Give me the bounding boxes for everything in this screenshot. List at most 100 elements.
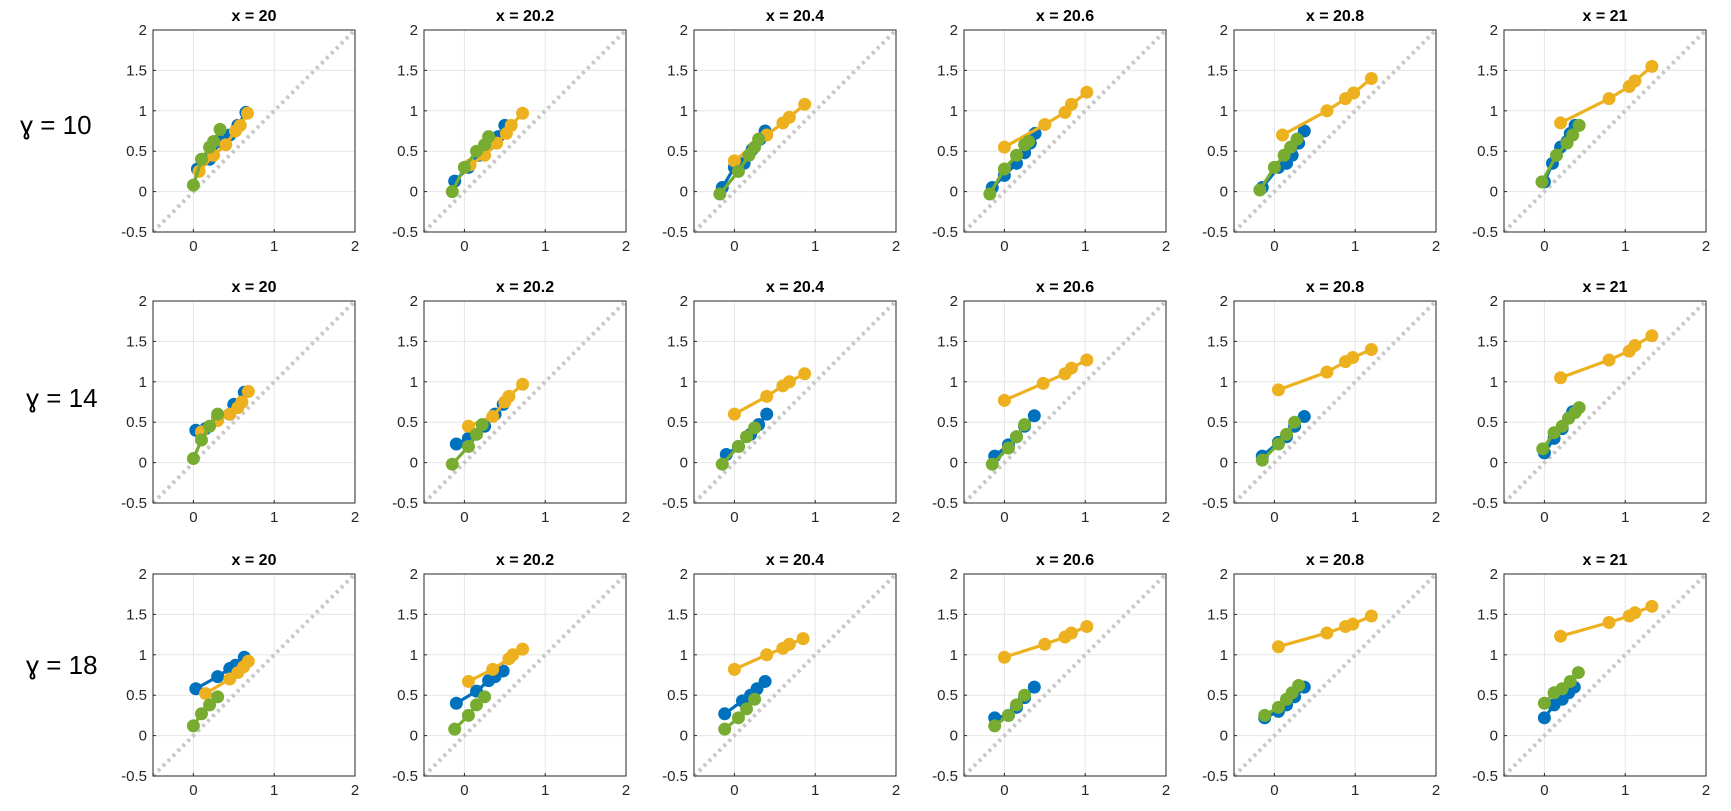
axes-box (152, 573, 356, 777)
y-tick-label: 1.5 (1477, 62, 1498, 79)
data-point-series3 (186, 452, 200, 466)
subplot-r0-c3: 0 1 2 -0.5 0 0.5 1 1.5 2 x = 20.6 (932, 8, 1170, 255)
data-point-series3 (478, 690, 492, 704)
subplot-r0-c1: 0 1 2 -0.5 0 0.5 1 1.5 2 x = 20.2 (392, 8, 630, 255)
subplot-title: x = 20.4 (766, 279, 824, 296)
data-point-series2 (1554, 629, 1568, 643)
y-tick-label: -0.5 (121, 495, 147, 512)
data-point-series3 (715, 457, 729, 471)
data-point-series2 (1064, 626, 1078, 640)
y-tick-label: 2 (410, 566, 418, 583)
subplot-title: x = 20.6 (1036, 8, 1094, 25)
y-tick-label: -0.5 (392, 495, 418, 512)
data-point-series3 (1571, 666, 1585, 680)
data-point-series1 (758, 674, 772, 688)
data-point-series2 (798, 97, 812, 111)
data-point-series2 (1080, 85, 1094, 99)
subplot-r0-c4: 0 1 2 -0.5 0 0.5 1 1.5 2 x = 20.8 (1202, 8, 1440, 255)
x-tick-label: 0 (460, 238, 468, 255)
data-point-series3 (1572, 401, 1586, 415)
x-tick-label: 2 (351, 238, 359, 255)
data-point-series2 (219, 138, 233, 152)
y-tick-label: 2 (139, 566, 147, 583)
y-tick-label: 0.5 (1477, 687, 1498, 704)
data-point-series2 (502, 389, 516, 403)
identity-diagonal (1232, 28, 1438, 234)
data-point-series2 (1064, 97, 1078, 111)
x-tick-label: 1 (1351, 238, 1359, 255)
data-point-series3 (1271, 700, 1285, 714)
x-tick-label: 0 (1000, 238, 1008, 255)
data-point-series3 (448, 722, 462, 736)
axes-box (1233, 29, 1437, 233)
identity-diagonal (1502, 28, 1708, 234)
y-tick-label: 0 (680, 455, 688, 472)
data-point-series3 (1280, 427, 1294, 441)
data-point-series2 (516, 377, 530, 391)
y-tick-label: -0.5 (121, 768, 147, 785)
data-point-series2 (1602, 615, 1616, 629)
x-tick-label: 0 (1270, 509, 1278, 526)
data-point-series2 (796, 632, 810, 646)
data-point-series2 (760, 648, 774, 662)
data-point-series1 (189, 682, 203, 696)
y-tick-label: 1.5 (937, 606, 958, 623)
x-tick-label: 0 (1000, 509, 1008, 526)
data-point-series2 (235, 395, 249, 409)
axes-box (423, 300, 627, 504)
data-point-series2 (1628, 74, 1642, 88)
data-point-series1 (760, 407, 774, 421)
x-tick-label: 1 (1081, 509, 1089, 526)
data-point-series2 (1364, 71, 1378, 85)
subplot-title: x = 20.8 (1306, 279, 1364, 296)
data-point-series2 (461, 419, 475, 433)
y-tick-label: 0.5 (667, 687, 688, 704)
x-tick-label: 0 (1540, 782, 1548, 799)
x-tick-label: 2 (892, 238, 900, 255)
x-tick-label: 2 (622, 782, 630, 799)
data-point-series2 (1038, 118, 1052, 132)
data-point-series1 (1027, 409, 1041, 423)
series-line-series3 (191, 413, 219, 460)
y-tick-label: -0.5 (932, 768, 958, 785)
data-point-series3 (186, 719, 200, 733)
y-tick-label: 2 (1490, 293, 1498, 310)
subplot-title: x = 21 (1583, 279, 1628, 296)
data-point-series1 (1297, 410, 1311, 424)
axes-box (152, 29, 356, 233)
x-tick-label: 1 (1621, 238, 1629, 255)
y-tick-label: 2 (1490, 566, 1498, 583)
data-point-series2 (1346, 617, 1360, 631)
data-point-series3 (1258, 708, 1272, 722)
identity-diagonal (422, 572, 628, 778)
axes-box (423, 29, 627, 233)
data-point-series3 (1572, 118, 1586, 132)
data-point-series2 (504, 118, 518, 132)
y-tick-label: 1.5 (667, 606, 688, 623)
data-point-series2 (1320, 626, 1334, 640)
y-tick-label: 0.5 (1207, 414, 1228, 431)
x-tick-label: 2 (1432, 509, 1440, 526)
identity-diagonal (962, 28, 1168, 234)
data-point-series3 (1550, 148, 1564, 162)
subplot-title: x = 21 (1583, 8, 1628, 25)
subplot-title: x = 20 (232, 552, 277, 569)
data-point-series1 (718, 707, 732, 721)
axes-box (1503, 300, 1707, 504)
data-point-series2 (1271, 383, 1285, 397)
data-point-series2 (1080, 353, 1094, 367)
y-tick-label: 0 (410, 728, 418, 745)
data-point-series3 (997, 162, 1011, 176)
data-point-series2 (506, 648, 520, 662)
y-tick-label: 1.5 (1477, 333, 1498, 350)
identity-diagonal (962, 299, 1168, 505)
data-point-series2 (1645, 59, 1659, 73)
x-tick-label: 0 (1540, 509, 1548, 526)
x-tick-label: 1 (270, 509, 278, 526)
data-point-series3 (470, 698, 484, 712)
x-tick-label: 1 (1351, 509, 1359, 526)
identity-diagonal (151, 299, 357, 505)
y-tick-label: 1 (1490, 647, 1498, 664)
data-point-series2 (1275, 128, 1289, 142)
